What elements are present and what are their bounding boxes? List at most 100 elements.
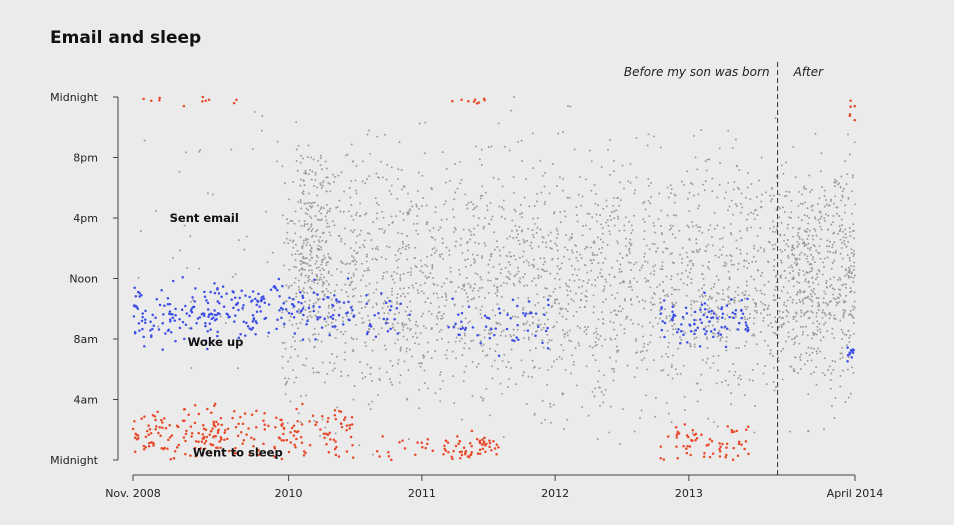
sent-email-point <box>584 224 587 227</box>
sent-email-point <box>398 141 401 144</box>
sent-email-point <box>299 259 302 262</box>
sent-email-point <box>785 243 788 246</box>
woke-up-point <box>200 312 204 316</box>
sent-email-point <box>662 281 664 283</box>
woke-up-point <box>700 321 703 325</box>
sent-email-point <box>411 205 414 208</box>
woke-up-point <box>192 305 195 309</box>
sent-email-point <box>587 279 590 282</box>
sent-email-point <box>783 303 785 306</box>
sent-email-point <box>818 221 821 224</box>
woke-up-point <box>269 288 273 292</box>
sent-email-point <box>500 296 503 298</box>
sent-email-point <box>715 275 718 278</box>
sent-email-point <box>465 204 468 206</box>
sent-email-point <box>443 203 446 206</box>
sent-email-point <box>669 184 672 187</box>
sent-email-point <box>772 331 775 334</box>
sent-email-point <box>537 301 540 304</box>
woke-up-point <box>202 314 206 317</box>
sent-email-point <box>806 214 809 217</box>
sent-email-point <box>807 346 810 349</box>
sent-email-point <box>430 328 433 331</box>
sent-email-point <box>499 254 501 257</box>
sent-email-point <box>757 249 760 252</box>
woke-up-point <box>522 312 525 315</box>
sent-email-point <box>383 133 386 136</box>
sent-email-point <box>401 240 404 243</box>
woke-up-point <box>291 303 295 306</box>
went-to-sleep-point <box>156 410 159 414</box>
sent-email-point <box>851 212 853 215</box>
sent-email-point <box>431 236 434 239</box>
woke-up-point <box>660 328 664 332</box>
sent-email-point <box>627 286 630 289</box>
sent-email-point <box>736 268 739 271</box>
went-to-sleep-point <box>212 420 215 423</box>
sent-email-point <box>300 274 303 277</box>
sent-email-point <box>706 308 709 311</box>
went-to-sleep-point <box>390 458 393 462</box>
went-to-sleep-point <box>262 442 265 446</box>
sent-email-point <box>658 283 661 286</box>
sent-email-point <box>711 324 714 327</box>
sent-email-point <box>817 347 820 350</box>
sent-email-point <box>805 187 808 190</box>
went-to-sleep-point <box>732 446 735 450</box>
sent-email-point <box>646 261 649 264</box>
sent-email-point <box>299 322 302 324</box>
sent-email-point <box>570 264 573 267</box>
sent-email-point <box>790 216 792 219</box>
sent-email-point <box>508 261 510 264</box>
sent-email-point <box>548 294 550 297</box>
y-tick-label: 4am <box>74 394 98 407</box>
sent-email-point <box>610 311 612 314</box>
went-to-sleep-point <box>294 446 297 449</box>
sent-email-point <box>559 211 562 214</box>
sent-email-point <box>819 331 822 334</box>
sent-email-point <box>631 229 634 232</box>
sent-email-point <box>326 212 329 214</box>
sent-email-point <box>781 311 784 314</box>
went-to-sleep-point <box>197 440 200 444</box>
sent-email-point <box>599 335 602 337</box>
sent-email-point <box>496 343 499 346</box>
sent-email-point <box>796 372 799 375</box>
sent-email-point <box>402 212 405 215</box>
sent-email-point <box>398 381 401 384</box>
sent-email-point <box>840 199 843 202</box>
woke-up-point <box>313 278 316 281</box>
sent-email-point <box>288 319 291 322</box>
sent-email-point <box>440 314 443 317</box>
sent-email-point <box>572 300 575 303</box>
went-to-sleep-point <box>452 449 455 453</box>
sent-email-point <box>300 224 303 227</box>
woke-up-point <box>151 327 154 331</box>
sent-email-point <box>336 406 339 409</box>
sent-email-point <box>397 258 400 261</box>
sent-email-point <box>762 319 765 322</box>
sent-email-point <box>388 246 391 249</box>
sent-email-point <box>650 182 652 184</box>
sent-email-point <box>802 330 805 333</box>
sent-email-point <box>298 288 300 291</box>
sent-email-point <box>541 241 544 243</box>
sent-email-point <box>414 246 417 249</box>
sent-email-point <box>445 277 448 280</box>
sent-email-point <box>328 231 331 234</box>
sent-email-point <box>670 366 673 368</box>
sent-email-point <box>791 266 794 269</box>
sent-email-point <box>777 356 780 359</box>
sent-email-point <box>682 282 685 285</box>
sent-email-point <box>412 286 415 289</box>
sent-email-point <box>387 305 389 308</box>
sent-email-point <box>466 242 468 245</box>
sent-email-point <box>569 105 572 108</box>
went-to-sleep-point <box>203 442 206 445</box>
sent-email-point <box>847 313 850 316</box>
sent-email-point <box>613 309 616 312</box>
sent-email-point <box>537 245 540 248</box>
sent-email-point <box>753 302 756 304</box>
sent-email-point <box>728 205 731 208</box>
woke-up-point <box>171 316 175 320</box>
